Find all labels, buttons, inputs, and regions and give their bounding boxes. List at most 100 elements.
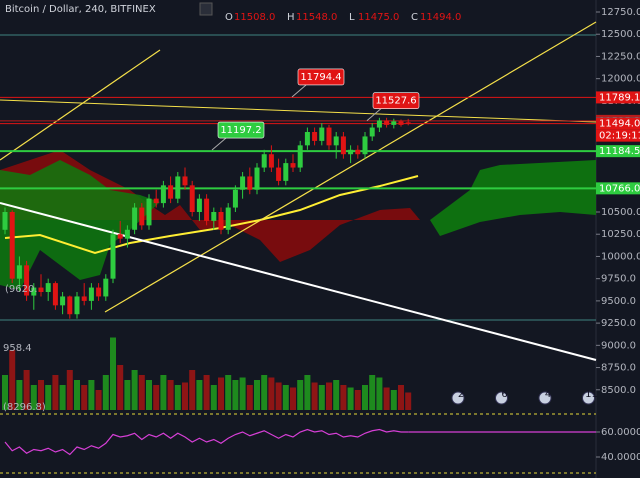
volume-bar [38, 380, 44, 410]
candle-body [110, 234, 116, 279]
event-marker[interactable] [495, 391, 508, 405]
candle-body [60, 296, 66, 306]
volume-bar [297, 380, 304, 410]
rsi-line [4, 428, 409, 456]
candle-body [67, 296, 73, 315]
candle-body [153, 198, 159, 204]
candle-body [196, 198, 202, 212]
ohlc-value: 11494.0 [420, 12, 461, 23]
y-tick-label: 9500.0 [601, 296, 636, 307]
rsi-tick-label: 40.0000 [601, 452, 640, 463]
volume-bar [398, 385, 404, 410]
ohlc-value: 11475.0 [358, 12, 399, 23]
volume-bar [2, 375, 8, 410]
candle-body [182, 176, 188, 186]
candle-body [369, 127, 375, 137]
volume-bar [110, 337, 116, 410]
volume-bar [275, 382, 282, 410]
volume-bar [16, 380, 23, 410]
volume-bar [369, 375, 376, 410]
price-label: 11184.5 [599, 146, 640, 157]
volume-bar [95, 390, 102, 410]
candle-body [326, 127, 332, 146]
candle-body [240, 176, 246, 190]
volume-bar [30, 385, 37, 410]
candle-body [268, 154, 274, 168]
ohlc-key: H [287, 12, 295, 23]
candle-body [254, 167, 260, 190]
volume-bar [146, 380, 152, 410]
event-count: 11 [585, 389, 598, 400]
volume-bar [282, 385, 289, 410]
volume-bar [174, 385, 181, 410]
volume-bar [52, 375, 59, 410]
volume-bar [311, 382, 318, 410]
volume-bar [326, 382, 332, 410]
event-marker[interactable] [538, 391, 552, 405]
ichimoku-cloud [0, 150, 420, 262]
y-tick-label: 10500.0 [601, 207, 640, 218]
event-marker[interactable] [582, 391, 595, 405]
volume-bar [362, 385, 368, 410]
candle-body [88, 287, 94, 301]
price-label: 11494.0 [599, 119, 640, 130]
trend-line [0, 99, 597, 123]
volume-bar [225, 375, 232, 410]
candle-body [81, 296, 87, 301]
volume-bar [182, 382, 188, 410]
event-count: 2 [458, 389, 464, 400]
ohlc-key: L [349, 12, 355, 23]
candle-body [132, 207, 138, 230]
candle-body [398, 121, 404, 125]
candle-body [124, 229, 130, 239]
volume-bar [210, 385, 217, 410]
volume-bar [354, 390, 361, 410]
volume-bar [318, 385, 325, 410]
chart-title: Bitcoin / Dollar, 240, BITFINEX [5, 4, 156, 15]
candle-body [333, 136, 339, 146]
callout-pointer [211, 137, 227, 151]
candle-body [261, 154, 267, 168]
volume-bar [203, 375, 210, 410]
trend-line [104, 21, 597, 313]
volume-bar [9, 350, 16, 410]
countdown-bg [596, 129, 640, 142]
overlay-label: (9620. [5, 284, 38, 295]
settings-button[interactable] [199, 2, 213, 16]
volume-bar [81, 385, 88, 410]
overlay-label: 958.4 [3, 343, 32, 354]
volume-bar [117, 365, 124, 410]
volume-bar [254, 380, 260, 410]
callout-box [372, 92, 420, 109]
volume-bar [196, 380, 203, 410]
ohlc-value: 11508.0 [234, 12, 275, 23]
y-tick-label: 10250.0 [601, 229, 640, 240]
event-marker[interactable] [451, 391, 465, 405]
callout-label: 11197.2 [220, 125, 261, 136]
volume-bar [189, 370, 196, 410]
volume-bar [290, 387, 296, 410]
candle-body [247, 176, 253, 190]
candle-body [31, 287, 37, 296]
y-tick-label: 12250.0 [601, 51, 640, 62]
volume-bar [376, 377, 383, 410]
volume-bar [405, 392, 412, 410]
trend-line [0, 202, 597, 361]
candle-body [376, 120, 382, 128]
candle-body [348, 149, 354, 155]
candle-body [74, 296, 80, 315]
candle-body [391, 121, 397, 125]
price-label-bg [596, 145, 640, 158]
volume-bar [333, 380, 340, 410]
y-tick-label: 9000.0 [601, 340, 636, 351]
volume-bar [66, 370, 73, 410]
candle-body [96, 287, 102, 297]
volume-bar [74, 380, 80, 410]
volume-bar [23, 370, 30, 410]
volume-bar [246, 385, 253, 410]
candle-body [312, 132, 318, 141]
candle-body [211, 212, 217, 221]
volume-bar [102, 375, 109, 410]
event-count: 6 [501, 389, 507, 400]
volume-bar [239, 377, 246, 410]
